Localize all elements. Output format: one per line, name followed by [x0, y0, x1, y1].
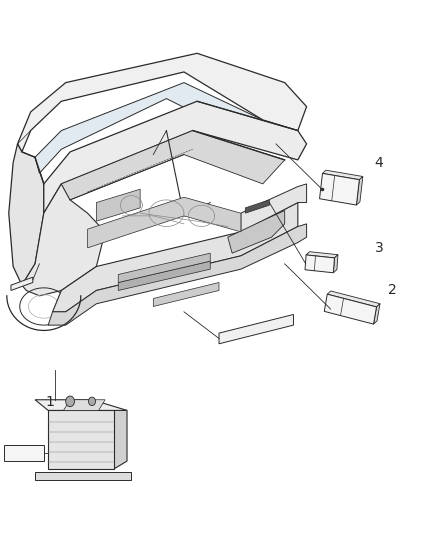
Polygon shape	[64, 400, 105, 410]
Text: 2: 2	[388, 284, 396, 297]
Polygon shape	[245, 200, 269, 213]
Text: 1: 1	[46, 395, 55, 409]
Polygon shape	[118, 261, 210, 290]
Polygon shape	[322, 170, 363, 180]
Polygon shape	[88, 197, 241, 248]
Polygon shape	[153, 282, 219, 306]
Polygon shape	[35, 400, 127, 410]
Polygon shape	[324, 294, 377, 324]
Polygon shape	[219, 314, 293, 344]
Polygon shape	[11, 277, 33, 290]
Polygon shape	[44, 101, 307, 213]
Polygon shape	[320, 173, 359, 205]
Polygon shape	[357, 176, 363, 205]
Polygon shape	[9, 144, 44, 285]
Polygon shape	[333, 255, 338, 273]
Polygon shape	[53, 203, 298, 312]
Circle shape	[66, 396, 74, 407]
Polygon shape	[35, 472, 131, 480]
Polygon shape	[228, 211, 285, 253]
Polygon shape	[18, 53, 307, 152]
Polygon shape	[241, 184, 307, 232]
Polygon shape	[305, 255, 335, 273]
Polygon shape	[306, 252, 338, 258]
Circle shape	[88, 397, 95, 406]
Polygon shape	[61, 131, 285, 200]
Polygon shape	[96, 189, 140, 221]
Polygon shape	[48, 224, 307, 325]
Text: 4: 4	[374, 156, 383, 169]
Polygon shape	[327, 291, 380, 307]
Polygon shape	[114, 410, 127, 469]
Polygon shape	[48, 410, 114, 469]
Polygon shape	[118, 253, 210, 282]
Polygon shape	[35, 83, 263, 173]
Polygon shape	[374, 304, 380, 324]
Polygon shape	[4, 445, 44, 461]
Text: 3: 3	[374, 241, 383, 255]
Polygon shape	[22, 184, 105, 296]
